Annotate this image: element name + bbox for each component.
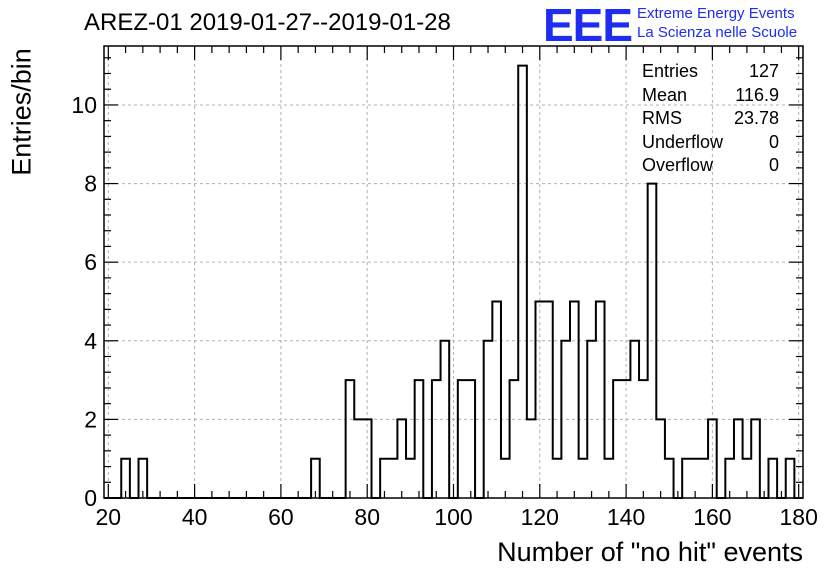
histogram-bin [699,459,708,498]
x-tick-label: 160 [693,504,731,530]
y-tick-label: 4 [84,328,97,354]
stat-value: 0 [768,131,779,152]
stat-label: Entries [642,61,699,81]
stat-label: Mean [642,84,688,105]
histogram-bin [579,459,588,498]
x-tick-label: 20 [96,504,122,530]
histogram-bin [786,459,795,498]
histogram-bin [682,459,691,498]
histogram-bin [768,459,777,498]
histogram-bin [570,301,579,498]
stat-value: 23.78 [733,108,779,128]
x-tick-label: 100 [434,504,472,530]
stats-box: Entries 127 Mean 116.9 RMS 23.78 Underfl… [642,60,779,178]
histogram-bin [518,66,527,498]
stat-row-underflow: Underflow 0 [642,131,779,155]
x-tick-label: 80 [354,504,380,530]
x-axis-label: Number of "no hit" events [497,537,803,567]
y-tick-label: 6 [84,249,97,275]
x-tick-label: 40 [182,504,208,530]
histogram-bin [346,380,355,498]
stat-row-overflow: Overflow 0 [642,154,779,178]
stat-value: 116.9 [735,84,779,105]
histogram-bin [458,380,467,498]
histogram-bin [466,380,475,498]
histogram-bin [613,380,622,498]
histogram-bin [596,301,605,498]
histogram-bin [734,419,743,498]
x-tick-label: 60 [268,504,294,530]
y-tick-label: 0 [84,485,97,511]
histogram-bin [389,459,398,498]
y-tick-label: 10 [71,92,97,118]
grid-lines [104,46,803,498]
tick-labels: 20 40 60 80 100 120 140 160 180 0 2 4 6 8 10 [71,92,817,530]
histogram-bin [544,301,553,498]
histogram-bin [354,419,363,498]
stat-row-entries: Entries 127 [642,60,779,84]
y-tick-label: 2 [84,406,97,432]
histogram-bin [656,419,665,498]
histogram-bin [397,419,406,498]
stat-value: 127 [748,61,779,81]
stat-label: Underflow [642,131,724,152]
stat-value: 0 [768,155,779,175]
x-tick-label: 140 [607,504,645,530]
stat-label: RMS [642,108,682,128]
stat-row-mean: Mean 116.9 [642,84,779,108]
logo-line-1: Extreme Energy Events [637,5,795,22]
y-tick-label: 8 [84,171,97,197]
x-tick-label: 180 [779,504,817,530]
x-tick-label: 120 [521,504,559,530]
stat-label: Overflow [642,155,714,175]
histogram-bin [432,380,441,498]
logo-text: Extreme Energy Events La Scienza nelle S… [637,4,797,42]
histogram-bin [492,301,501,498]
histogram-bin [639,380,648,498]
chart-title: AREZ-01 2019-01-27--2019-01-28 [84,9,451,36]
stat-row-rms: RMS 23.78 [642,107,779,131]
histogram-bin [751,419,760,498]
histogram-bin [510,380,519,498]
histogram-bin [665,459,674,498]
logo-line-2: La Scienza nelle Scuole [637,24,798,41]
histogram-bin [406,459,415,498]
histogram-bin [527,419,536,498]
y-axis-label: Entries/bin [6,48,37,176]
histogram-bin [415,380,424,498]
axis-ticks [104,46,803,499]
eee-logo: EEE [543,0,633,51]
